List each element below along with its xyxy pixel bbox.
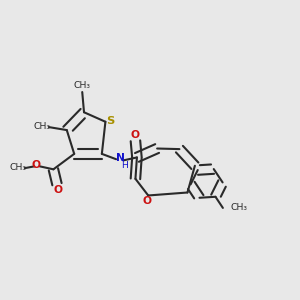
Text: N: N <box>116 153 124 163</box>
Text: CH₃: CH₃ <box>230 203 247 212</box>
Text: O: O <box>32 160 40 170</box>
Text: O: O <box>53 184 62 194</box>
Text: CH₃: CH₃ <box>10 163 27 172</box>
Text: H: H <box>121 161 128 170</box>
Text: CH₃: CH₃ <box>33 122 50 131</box>
Text: CH₃: CH₃ <box>74 81 91 90</box>
Text: O: O <box>142 196 152 206</box>
Text: O: O <box>130 130 139 140</box>
Text: S: S <box>106 116 114 126</box>
